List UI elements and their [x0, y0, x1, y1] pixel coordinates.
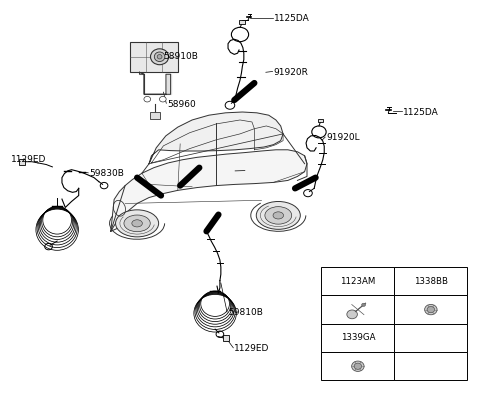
Bar [130, 42, 178, 72]
Bar [239, 20, 245, 24]
Text: 59810B: 59810B [228, 308, 263, 317]
Text: 1123AM: 1123AM [340, 277, 375, 286]
Text: 1338BB: 1338BB [414, 277, 448, 286]
Bar [395, 267, 468, 295]
Circle shape [144, 97, 151, 102]
Ellipse shape [155, 52, 165, 61]
Text: 91920L: 91920L [326, 133, 360, 142]
Text: 1339GA: 1339GA [341, 334, 375, 342]
Ellipse shape [132, 220, 143, 227]
Bar [19, 158, 24, 165]
Bar [223, 336, 229, 342]
Ellipse shape [265, 207, 292, 224]
Polygon shape [140, 72, 170, 94]
Circle shape [352, 361, 364, 371]
Bar [150, 112, 160, 119]
Circle shape [354, 363, 361, 369]
Text: 91920R: 91920R [274, 68, 308, 77]
Ellipse shape [116, 210, 158, 237]
Ellipse shape [157, 55, 162, 59]
Text: 1125DA: 1125DA [274, 14, 309, 23]
Bar [322, 352, 395, 380]
Ellipse shape [256, 201, 300, 229]
Ellipse shape [151, 49, 168, 65]
Bar [318, 119, 323, 122]
Text: 59830B: 59830B [89, 169, 124, 178]
Circle shape [159, 97, 166, 102]
Text: 1129ED: 1129ED [234, 344, 270, 353]
Bar [322, 324, 395, 352]
Text: 58960: 58960 [167, 100, 196, 109]
Circle shape [347, 310, 358, 319]
Circle shape [362, 303, 365, 306]
Bar [395, 352, 468, 380]
Bar [395, 295, 468, 324]
Text: 58910B: 58910B [163, 52, 198, 61]
Ellipse shape [273, 212, 284, 219]
Bar [322, 267, 395, 295]
Ellipse shape [124, 215, 150, 232]
Circle shape [427, 306, 434, 313]
Bar [395, 324, 468, 352]
Text: 1125DA: 1125DA [403, 107, 438, 117]
Bar [322, 295, 395, 324]
Polygon shape [111, 150, 307, 231]
Text: 1129ED: 1129ED [11, 155, 47, 164]
Polygon shape [149, 112, 283, 164]
Circle shape [425, 304, 437, 315]
